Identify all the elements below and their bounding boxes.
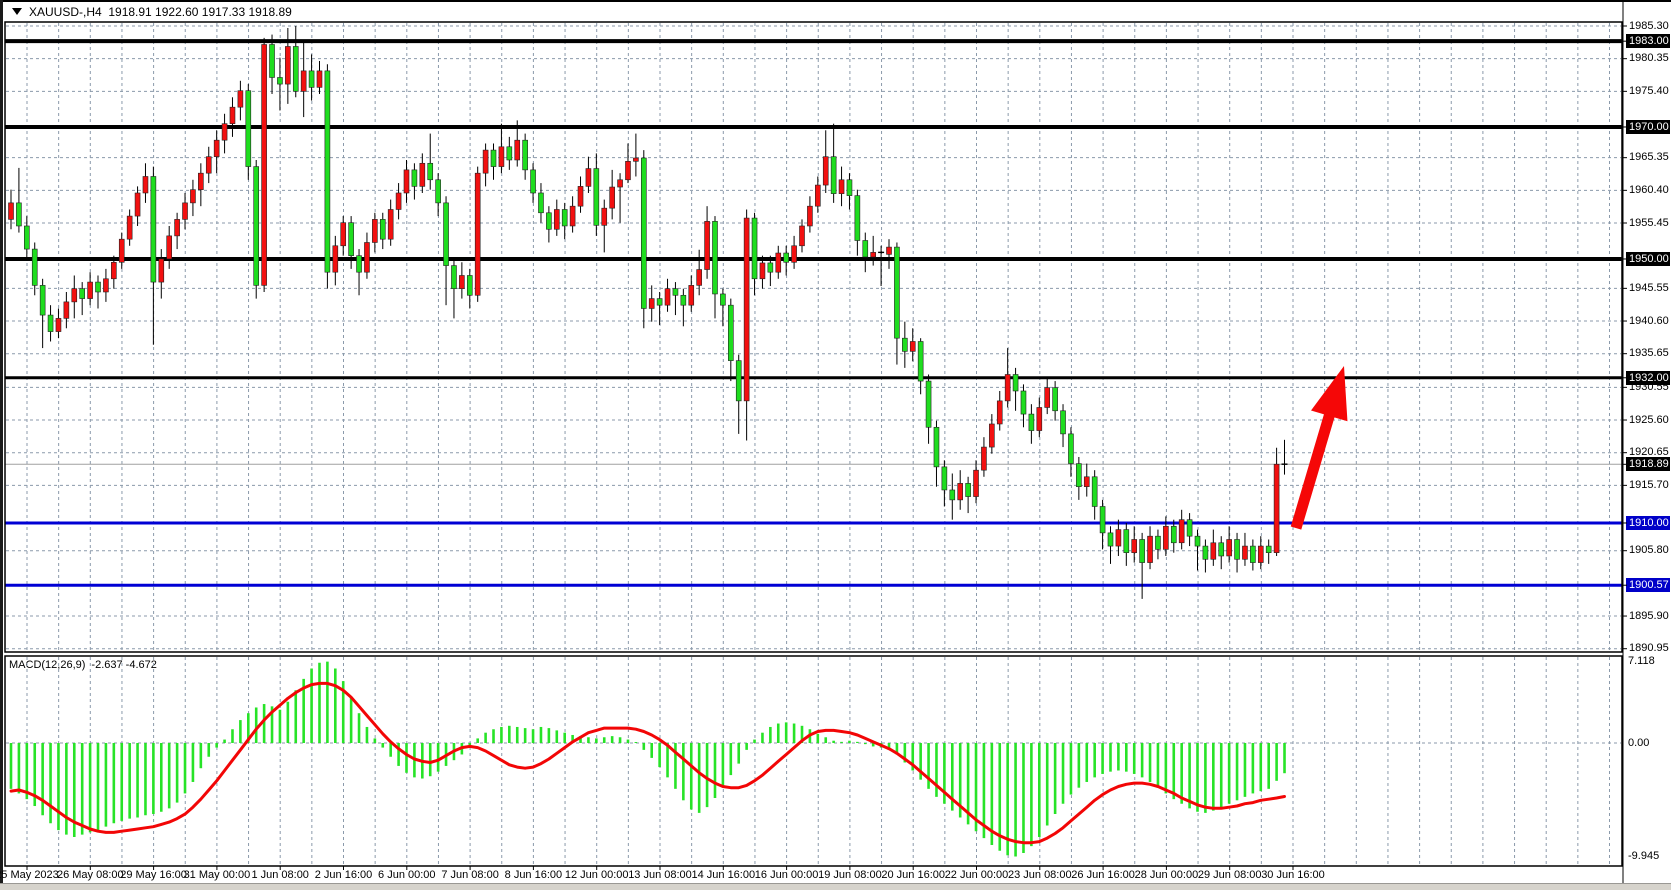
time-axis-label: 28 Jun 00:00: [1134, 869, 1199, 881]
time-axis-label: 26 May 08:00: [56, 869, 124, 881]
time-axis-label: 12 Jun 00:00: [564, 869, 629, 881]
macd-axis-max-label: 7.118: [1628, 655, 1655, 667]
time-axis-label: 31 May 00:00: [183, 869, 251, 881]
time-axis-label: 30 Jun 16:00: [1261, 869, 1325, 881]
price-axis-label: 1975.40: [1629, 84, 1669, 97]
macd-axis-min-label: -9.945: [1628, 850, 1660, 862]
time-axis-label: 22 Jun 00:00: [944, 869, 1009, 881]
price-axis-label: 1915.70: [1629, 478, 1669, 491]
price-axis-label: 1905.80: [1629, 544, 1669, 557]
price-axis-label: 1985.30: [1629, 19, 1669, 32]
time-axis-label: 29 Jun 08:00: [1197, 869, 1262, 881]
candlestick-layer: [8, 26, 1288, 599]
window-top-border: [0, 0, 1671, 2]
price-axis-badge-level: 1950.00: [1626, 251, 1670, 266]
time-axis-label: 23 Jun 08:00: [1007, 869, 1072, 881]
price-level-lines: [5, 39, 1622, 587]
macd-pane-border: [4, 655, 1623, 867]
price-axis-label: 1960.40: [1629, 183, 1669, 196]
time-axis-label: 6 Jun 00:00: [378, 869, 436, 881]
time-axis-label: 2 Jun 16:00: [314, 869, 373, 881]
price-axis-label: 1965.35: [1629, 151, 1669, 164]
price-axis-badge-support: 1900.57: [1626, 578, 1670, 593]
price-axis-badge-level: 1983.00: [1626, 34, 1670, 49]
price-axis-label: 1890.95: [1629, 642, 1669, 655]
price-axis-label: 1925.60: [1629, 413, 1669, 426]
price-axis-label: 1930.55: [1629, 380, 1669, 393]
macd-axis-zero-label: 0.00: [1628, 737, 1650, 749]
time-axis-label: 25 May 2023: [0, 869, 59, 881]
trend-arrow-annotation[interactable]: [1290, 366, 1348, 530]
macd-histogram-layer: [9, 661, 1286, 857]
price-axis-badge-level: 1970.00: [1626, 119, 1670, 134]
time-axis-label: 26 Jun 16:00: [1071, 869, 1135, 881]
window-bottom-strip: [0, 883, 1671, 890]
price-axis-badge-support: 1910.00: [1626, 515, 1670, 530]
time-axis-label: 1 Jun 08:00: [251, 869, 309, 881]
time-axis-label: 13 Jun 08:00: [628, 869, 692, 881]
time-axis-label: 8 Jun 16:00: [504, 869, 563, 881]
time-axis-label: 29 May 16:00: [120, 869, 187, 881]
time-axis-label: 19 Jun 08:00: [818, 869, 882, 881]
macd-signal-line: [9, 681, 1286, 845]
price-axis-badge-level: 1932.00: [1626, 370, 1670, 385]
grid-layer: [6, 23, 1621, 865]
price-axis-label: 1945.55: [1629, 281, 1669, 294]
time-axis-label: 7 Jun 08:00: [441, 869, 499, 881]
symbol-dropdown-icon[interactable]: [12, 8, 22, 15]
macd-indicator-values: -2.637 -4.672: [91, 659, 157, 671]
time-axis-label: 20 Jun 16:00: [881, 869, 945, 881]
macd-indicator-label: MACD(12,26,9) -2.637 -4.672: [9, 659, 163, 671]
pane-borders: [4, 0, 1627, 883]
macd-indicator-name: MACD(12,26,9): [9, 659, 86, 671]
window-left-border: [0, 0, 3, 883]
price-axis-label: 1940.60: [1629, 314, 1669, 327]
price-pane-border: [4, 21, 1623, 653]
chart-title-bar: XAUUSD-,H4 1918.91 1922.60 1917.33 1918.…: [4, 2, 1664, 21]
price-axis-badge-level: 1918.89: [1626, 457, 1670, 472]
chart-title: XAUUSD-,H4 1918.91 1922.60 1917.33 1918.…: [29, 4, 292, 19]
time-axis-label: 14 Jun 16:00: [691, 869, 756, 881]
price-axis-label: 1920.65: [1629, 446, 1669, 459]
price-axis-label: 1980.35: [1629, 52, 1669, 65]
price-axis-label: 1955.45: [1629, 216, 1669, 229]
price-axis-label: 1935.65: [1629, 347, 1669, 360]
time-axis-label: 16 Jun 00:00: [754, 869, 819, 881]
price-axis-label: 1895.90: [1629, 609, 1669, 622]
